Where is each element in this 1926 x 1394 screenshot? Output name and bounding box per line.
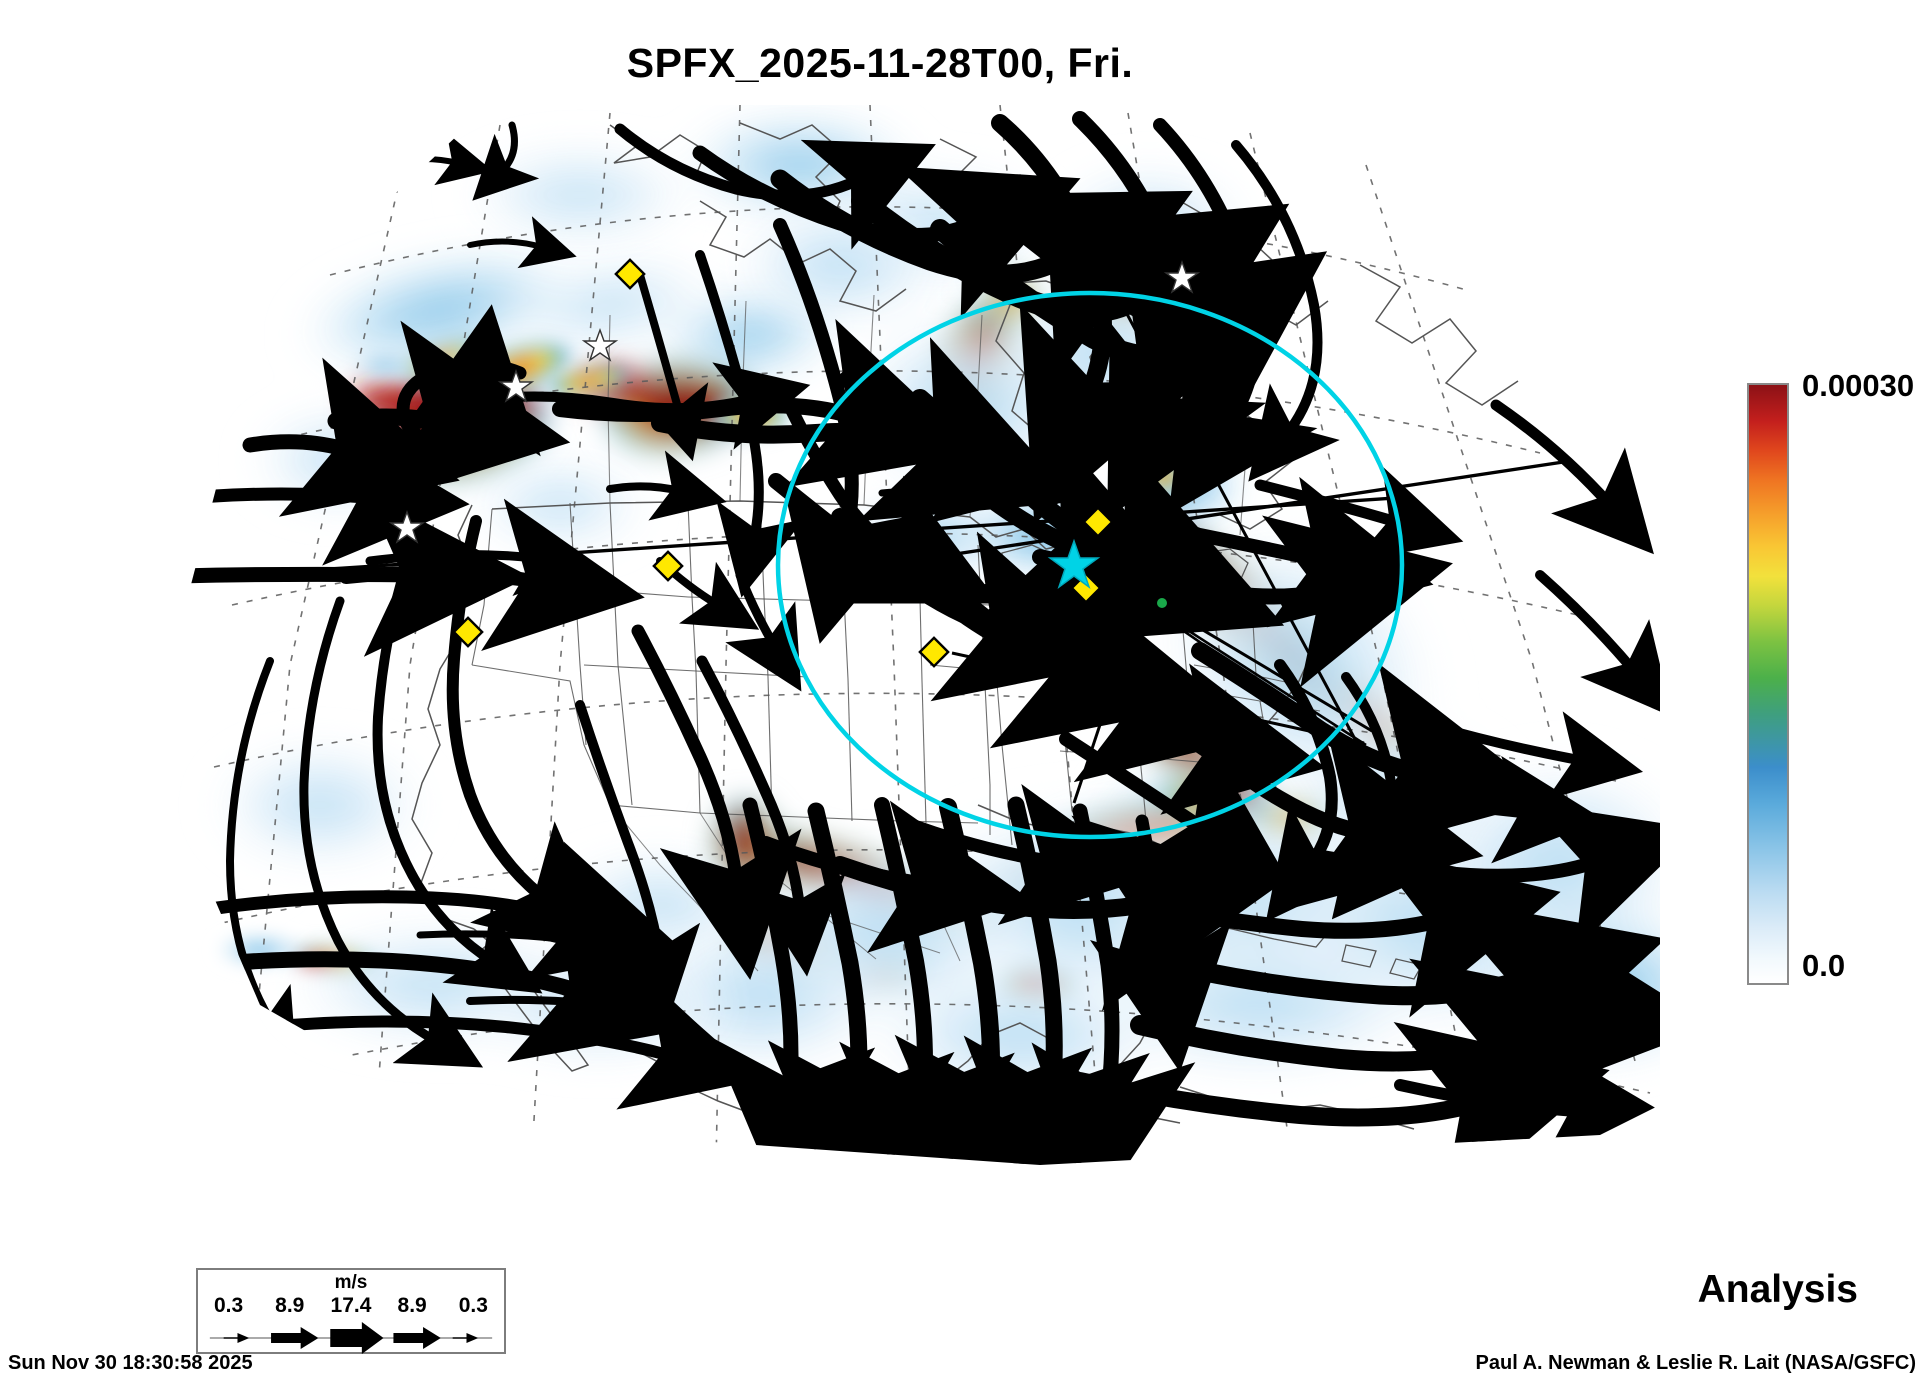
flight-track-line xyxy=(299,495,1411,573)
wind-legend-units: m/s xyxy=(334,1272,368,1293)
flight-track-line xyxy=(1118,300,1358,742)
marker-layer[interactable] xyxy=(388,258,1201,668)
flight-track-line xyxy=(1081,559,1359,753)
author-credit: Paul A. Newman & Leslie R. Lait (NASA/GS… xyxy=(1475,1352,1916,1374)
flight-track-line xyxy=(1073,551,1373,733)
wind-speed-legend: m/s 0.3 8.9 17.4 8.9 0.3 xyxy=(196,1268,506,1354)
wind-value-2: 17.4 xyxy=(330,1294,372,1317)
analysis-label: Analysis xyxy=(1697,1268,1858,1311)
flight-track-line xyxy=(951,651,1365,745)
wind-legend-values: 0.3 8.9 17.4 8.9 0.3 xyxy=(198,1294,504,1318)
flight-track-line xyxy=(1072,290,1246,804)
page-title: SPFX_2025-11-28T00, Fri. xyxy=(626,40,1134,86)
render-timestamp: Sun Nov 30 18:30:58 2025 xyxy=(8,1352,253,1374)
map-canvas xyxy=(170,105,1660,1165)
cyan-star-marker xyxy=(1047,538,1101,589)
wind-value-1: 8.9 xyxy=(275,1294,305,1317)
wind-value-3: 8.9 xyxy=(397,1294,427,1317)
range-ring-layer xyxy=(775,290,1405,840)
wind-value-4: 0.3 xyxy=(458,1294,488,1317)
flight-track-line xyxy=(829,459,1571,575)
yellow-diamond-marker xyxy=(452,258,1114,668)
colorbar-min-label: 0.0 xyxy=(1802,948,1846,983)
colorbar: 0.00030 0.0 xyxy=(1742,368,1914,990)
colorbar-gradient xyxy=(1747,383,1789,985)
cyan-range-ring xyxy=(775,290,1405,840)
flight-track-layer xyxy=(299,290,1571,804)
white-star-marker xyxy=(388,259,1201,544)
green-dot-marker xyxy=(1157,598,1167,608)
wind-value-0: 0.3 xyxy=(213,1294,244,1317)
map-panel[interactable] xyxy=(140,105,1660,1235)
colorbar-max-label: 0.00030 xyxy=(1802,368,1915,403)
wind-legend-arrows xyxy=(209,1322,493,1354)
